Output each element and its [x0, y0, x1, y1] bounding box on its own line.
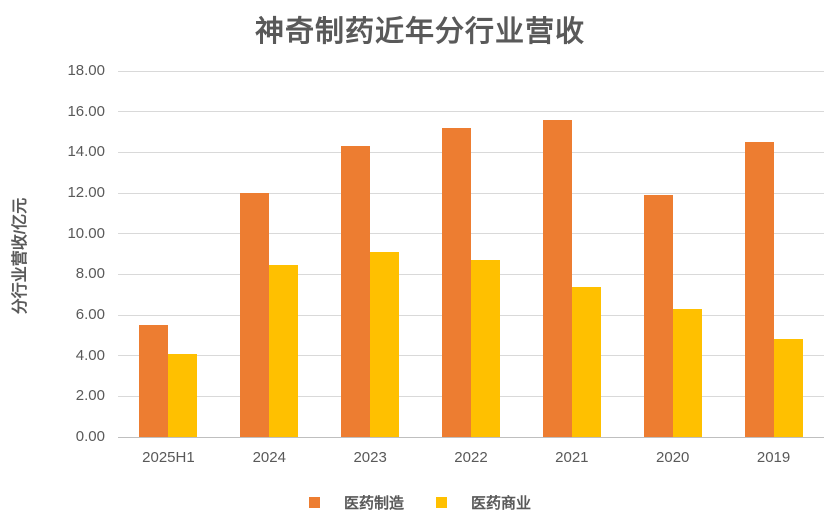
y-tick-label: 2.00	[75, 387, 105, 405]
bar	[571, 286, 601, 437]
y-tick-label: 8.00	[75, 265, 105, 283]
gridline	[118, 233, 824, 235]
bar	[471, 260, 500, 437]
bar	[773, 339, 803, 437]
y-tick-label: 14.00	[67, 143, 105, 161]
x-tick-label: 2022	[454, 449, 488, 466]
gridline	[118, 151, 824, 153]
bar	[672, 308, 702, 437]
y-tick-label: 12.00	[67, 184, 105, 201]
gridline	[118, 111, 824, 113]
plot-area	[118, 70, 824, 438]
x-tick-label: 2025H1	[142, 449, 195, 466]
bar	[542, 119, 572, 437]
y-tick-label: 0.00	[75, 428, 105, 445]
x-tick-label: 2024	[252, 449, 286, 466]
legend-swatch-icon	[436, 497, 447, 508]
legend-label: 医药制造	[343, 495, 404, 512]
gridline	[118, 70, 824, 72]
bar	[168, 353, 198, 437]
bar	[744, 142, 774, 437]
x-tick-label: 2020	[656, 449, 690, 466]
bar	[643, 195, 673, 437]
chart-legend: 医药制造 医药商业	[0, 492, 840, 513]
bar	[442, 127, 471, 437]
legend-item: 医药商业	[436, 492, 531, 513]
y-axis-title: 分行业营收/亿元	[12, 197, 29, 315]
y-tick-label: 16.00	[67, 102, 105, 120]
y-tick-label: 6.00	[75, 306, 105, 323]
bar	[370, 251, 400, 437]
y-tick-label: 10.00	[67, 224, 105, 242]
x-tick-label: 2019	[756, 449, 791, 466]
bar	[240, 193, 270, 437]
legend-item: 医药制造	[308, 492, 404, 513]
legend-swatch-icon	[308, 497, 320, 508]
bar	[269, 265, 299, 437]
y-tick-label: 4.00	[75, 346, 105, 364]
y-tick-label: 18.00	[67, 62, 105, 79]
bar	[341, 146, 371, 437]
x-tick-label: 2021	[555, 449, 589, 466]
bar	[139, 325, 169, 437]
gridline	[118, 192, 824, 194]
x-tick-label: 2023	[353, 449, 387, 466]
legend-label: 医药商业	[471, 495, 532, 512]
chart-title: 神奇制药近年分行业营收	[254, 16, 585, 48]
